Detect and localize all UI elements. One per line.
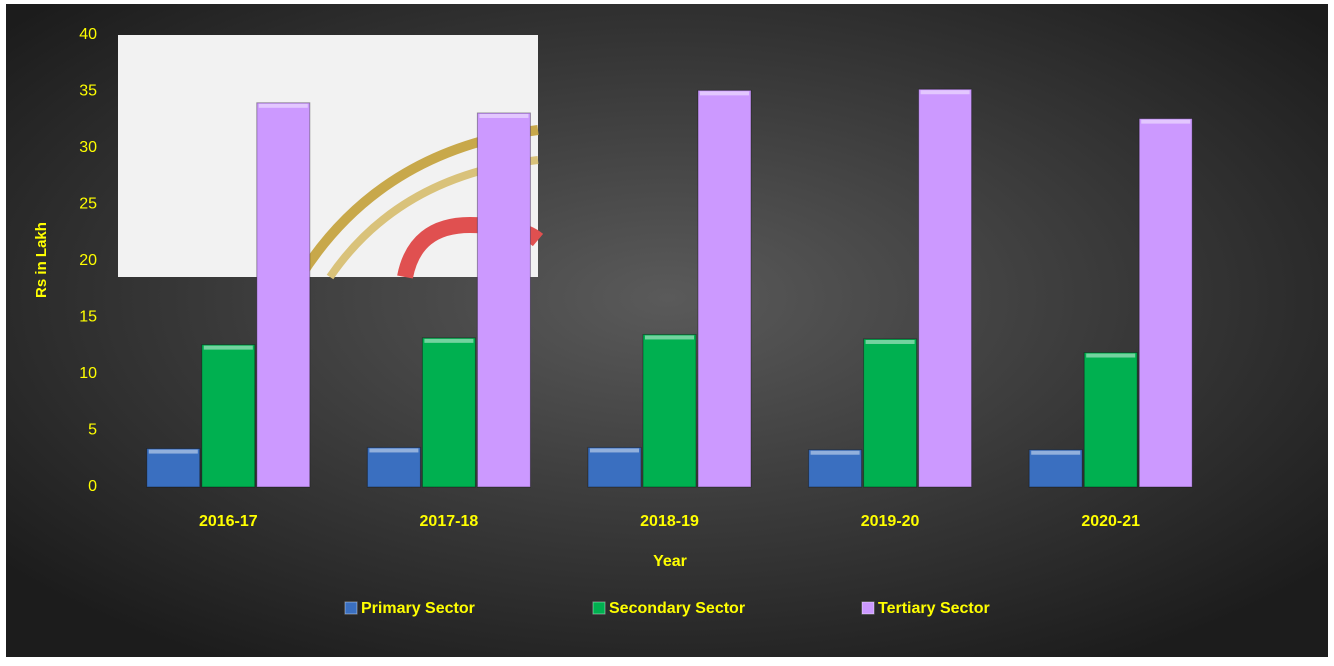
x-tick-label: 2020-21	[1081, 513, 1140, 530]
bar	[809, 450, 862, 487]
bar	[422, 338, 475, 487]
bar-bevel	[479, 114, 528, 118]
y-tick-label: 25	[79, 196, 97, 213]
y-tick-label: 30	[79, 139, 97, 156]
x-tick-label: 2019-20	[861, 513, 920, 530]
y-tick-label: 15	[79, 309, 97, 326]
bar-bevel	[369, 448, 418, 452]
legend-swatch	[862, 602, 874, 614]
bar	[367, 447, 420, 487]
bar	[864, 339, 917, 487]
y-tick-label: 10	[79, 365, 97, 382]
x-tick-label: 2017-18	[420, 513, 479, 530]
bar	[698, 90, 751, 487]
bar-bevel	[149, 450, 198, 454]
bar	[919, 89, 972, 487]
bar-bevel	[424, 339, 473, 343]
bar-bevel	[1031, 451, 1080, 455]
x-tick-label: 2016-17	[199, 513, 258, 530]
legend-swatch	[593, 602, 605, 614]
overlay-image	[118, 35, 538, 277]
bar	[588, 447, 641, 487]
y-tick-label: 35	[79, 83, 97, 100]
bar	[147, 449, 200, 487]
bar-bevel	[204, 346, 253, 350]
y-tick-label: 5	[88, 422, 97, 439]
bar	[643, 334, 696, 487]
bar-bevel	[811, 451, 860, 455]
bar	[477, 113, 530, 487]
y-tick-label: 20	[79, 252, 97, 269]
legend-label: Primary Sector	[361, 600, 475, 617]
y-tick-label: 40	[79, 26, 97, 43]
legend-label: Tertiary Sector	[878, 600, 990, 617]
legend-swatch	[345, 602, 357, 614]
bar	[1029, 450, 1082, 487]
chart: Rs in Lakh Year 0 5 10 15 20 25 30 35 40 2016-17 2…	[0, 0, 1334, 661]
legend-label: Secondary Sector	[609, 600, 745, 617]
y-axis-title: Rs in Lakh	[33, 222, 50, 298]
bar-bevel	[259, 104, 308, 108]
bar-bevel	[921, 90, 970, 94]
bar	[202, 345, 255, 487]
bar-bevel	[700, 91, 749, 95]
bar-bevel	[590, 448, 639, 452]
bar-bevel	[1141, 120, 1190, 124]
x-axis-title: Year	[653, 553, 687, 570]
bar-bevel	[1086, 354, 1135, 358]
bar	[257, 103, 310, 487]
bar-bevel	[866, 340, 915, 344]
bar	[1084, 353, 1137, 487]
bar-bevel	[645, 335, 694, 339]
x-tick-label: 2018-19	[640, 513, 699, 530]
y-tick-label: 0	[88, 478, 97, 495]
bar	[1139, 119, 1192, 487]
